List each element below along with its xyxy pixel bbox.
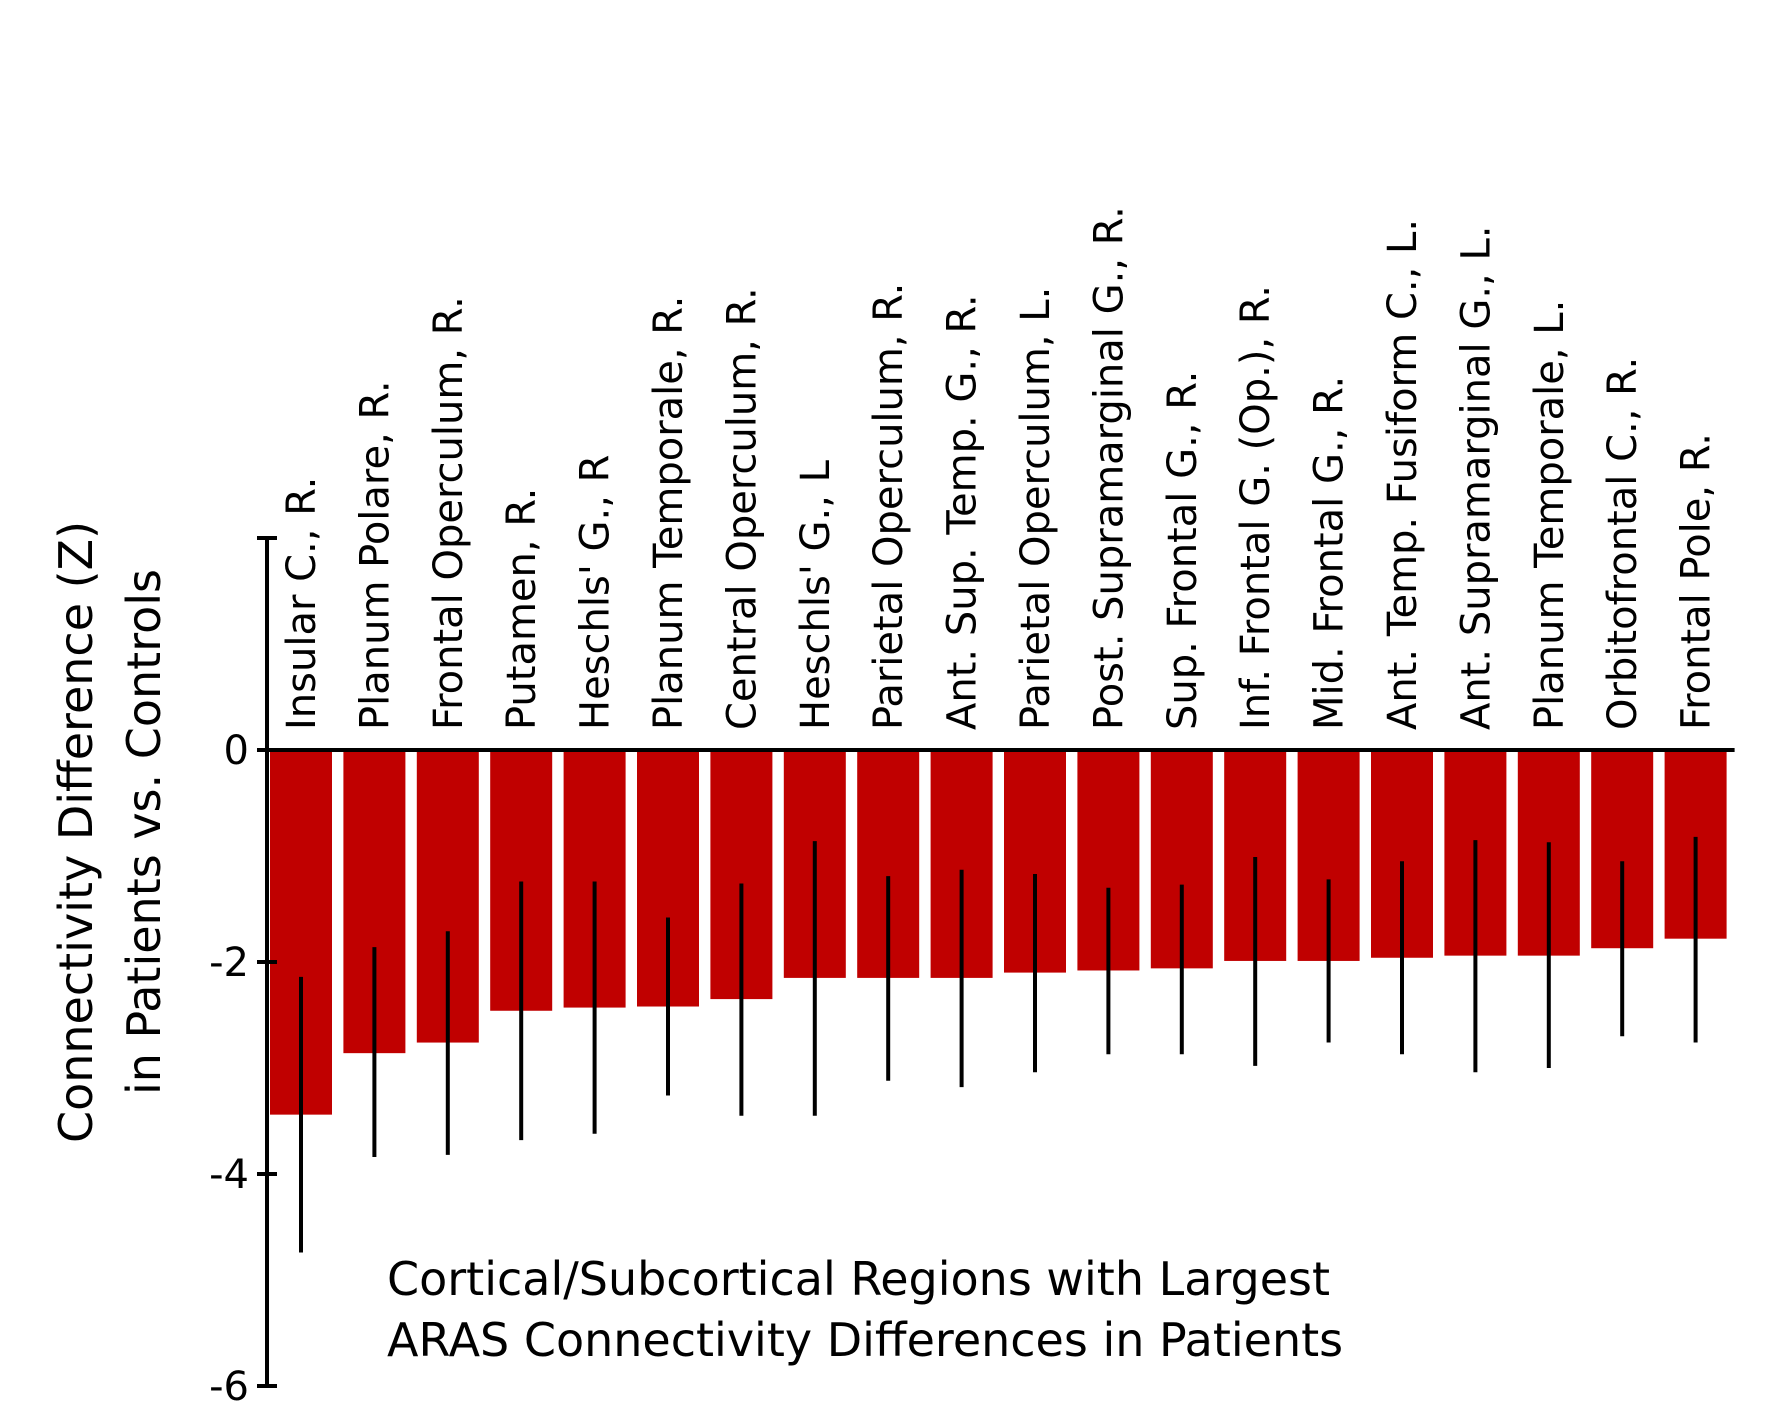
category-label-10: Ant. Sup. Temp. G., R. bbox=[940, 294, 986, 730]
category-labels-group: Insular C., R. Planum Polare, R. Frontal O… bbox=[279, 206, 1720, 730]
category-label-11: Parietal Operculum, L. bbox=[1013, 287, 1059, 730]
category-label-18: Planum Temporale, L. bbox=[1527, 300, 1573, 730]
axes-group: 0 -2 -4 -6 bbox=[209, 536, 1735, 1410]
category-label-16: Ant. Temp. Fusiform C., L. bbox=[1380, 219, 1426, 730]
category-label-5: Heschls' G., R bbox=[573, 455, 619, 730]
y-tick-label-4: -6 bbox=[209, 1364, 249, 1410]
annotation-line-2: ARAS Connectivity Differences in Patient… bbox=[387, 1313, 1343, 1367]
y-tick-label-3: -4 bbox=[209, 1152, 249, 1198]
bars-group bbox=[270, 750, 1727, 1115]
annotation-line-1: Cortical/Subcortical Regions with Larges… bbox=[387, 1252, 1330, 1306]
category-label-6: Planum Temporale, R. bbox=[646, 296, 692, 730]
category-label-17: Ant. Supramarginal G., L. bbox=[1453, 226, 1499, 730]
category-label-7: Central Operculum, R. bbox=[719, 287, 765, 730]
chart-annotation: Cortical/Subcortical Regions with Larges… bbox=[387, 1252, 1343, 1367]
category-label-19: Orbitofrontal C., R. bbox=[1600, 357, 1646, 730]
category-label-2: Planum Polare, R. bbox=[352, 380, 398, 730]
category-label-12: Post. Supramarginal G., R. bbox=[1086, 206, 1132, 730]
category-label-15: Mid. Frontal G., R. bbox=[1307, 376, 1353, 730]
category-label-9: Parietal Operculum, R. bbox=[866, 283, 912, 730]
y-axis-title-line-1: Connectivity Difference (Z) bbox=[49, 521, 103, 1143]
y-tick-label-2: -2 bbox=[209, 940, 249, 986]
error-bars-group bbox=[299, 836, 1698, 1253]
category-label-4: Putamen, R. bbox=[499, 488, 545, 730]
category-label-8: Heschls' G., L bbox=[793, 459, 839, 730]
category-label-13: Sup. Frontal G., R. bbox=[1160, 371, 1206, 730]
category-label-20: Frontal Pole, R. bbox=[1674, 433, 1720, 730]
category-label-1: Insular C., R. bbox=[279, 477, 325, 730]
y-axis-title: Connectivity Difference (Z) in Patients … bbox=[49, 521, 171, 1143]
y-axis-title-line-2: in Patients vs. Controls bbox=[117, 569, 171, 1095]
category-label-3: Frontal Operculum, R. bbox=[426, 296, 472, 730]
category-label-14: Inf. Frontal G. (Op.), R. bbox=[1233, 285, 1279, 730]
y-tick-label-1: 0 bbox=[224, 728, 249, 774]
